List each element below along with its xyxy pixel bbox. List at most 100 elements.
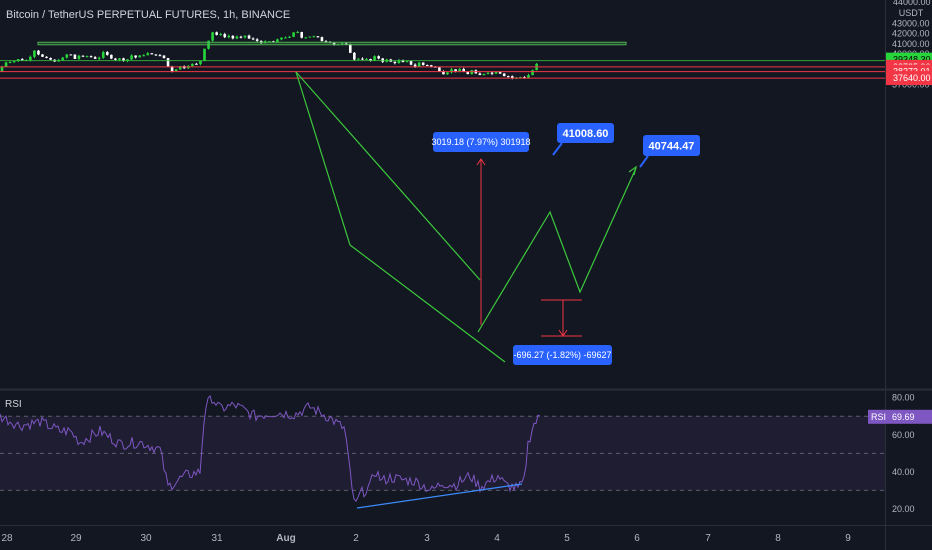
rsi-line: [0, 394, 541, 502]
candle-up: [77, 55, 81, 59]
candle-down: [361, 58, 364, 60]
candle-down: [324, 41, 328, 43]
price-axis[interactable]: 43000.0042000.0041000.0040000.0039000.00…: [886, 18, 932, 90]
candle-down: [110, 54, 113, 59]
candle-up: [482, 73, 486, 76]
measure-down-label-box: [513, 345, 612, 365]
projection-path: [477, 167, 637, 333]
candle-up: [527, 75, 530, 79]
candle-down: [49, 57, 52, 60]
candle-down: [93, 57, 97, 59]
candle-down: [154, 54, 158, 56]
channel-upper-line: [295, 71, 481, 281]
price-tick-label: 42000.00: [892, 29, 930, 39]
candle-down: [255, 39, 259, 41]
candle-down: [430, 65, 433, 67]
measure-up-label: 3019.18 (7.97%) 301918: [431, 137, 530, 147]
candle-up: [292, 32, 295, 37]
candle-down: [162, 55, 166, 59]
candle-up: [219, 34, 222, 36]
candle-down: [478, 73, 482, 76]
candle-down: [195, 63, 198, 65]
time-tick-label: 6: [634, 533, 640, 544]
measure-up-arrow: [476, 158, 486, 166]
projection-arrowhead: [628, 165, 637, 176]
candle-up: [178, 66, 182, 70]
resistance-zone: [37, 41, 627, 46]
time-axis[interactable]: 28 29 30 31 Aug 2 3 4 5 6 7 8 9: [1, 533, 851, 544]
rsi-value-tag: 69.69: [892, 412, 915, 422]
rsi-pane-label: RSI: [5, 399, 22, 410]
candle-down: [462, 69, 465, 73]
time-tick-label: 28: [1, 533, 13, 544]
target-label-2: 40744.47: [649, 140, 695, 152]
chart-drawings: 3019.18 (7.97%) 301918 -696.27 (-1.82%) -…: [0, 41, 885, 365]
top-axis-value: 44000.00: [893, 0, 931, 7]
candle-up: [199, 60, 202, 65]
candle-down: [344, 43, 348, 45]
candle-up: [146, 53, 150, 56]
candle-down: [502, 73, 506, 77]
rsi-name-tag-bg: [868, 409, 886, 424]
candle-down: [353, 52, 356, 60]
candle-up: [312, 36, 316, 38]
time-tick-label: 7: [705, 533, 711, 544]
candle-up: [417, 62, 421, 67]
candle-up: [288, 36, 291, 38]
rsi-pane: 80.00 60.00 40.00 20.00 RSI 69.69: [0, 393, 932, 514]
candle-up: [357, 58, 360, 60]
candle-down: [454, 69, 457, 72]
candle-down: [316, 36, 320, 38]
candle-down: [442, 71, 445, 75]
price-axis-unit: 44000.00 USDT: [893, 0, 931, 19]
candle-down: [231, 35, 235, 39]
candle-down: [425, 64, 429, 66]
candle-down: [81, 55, 85, 57]
candle-down: [69, 54, 73, 56]
candle-up: [227, 35, 231, 38]
candle-up: [0, 66, 4, 72]
candle-up: [203, 48, 206, 61]
target-label-2-box: [643, 135, 700, 156]
time-tick-label: 29: [70, 533, 82, 544]
candle-down: [73, 54, 77, 59]
candle-down: [215, 32, 218, 35]
price-tick-label: 41000.00: [892, 39, 930, 49]
candle-up: [142, 55, 146, 57]
candle-down: [251, 38, 255, 40]
price-tag-label: 37640.00: [893, 73, 931, 83]
candle-down: [247, 35, 251, 39]
candle-down: [401, 60, 405, 63]
rsi-tick-label: 80.00: [892, 393, 915, 403]
candle-up: [61, 57, 65, 61]
candle-up: [101, 52, 105, 58]
candle-up: [65, 54, 69, 58]
candle-up: [174, 69, 178, 72]
candle-up: [85, 56, 89, 58]
rsi-tick-label: 40.00: [892, 467, 915, 477]
candle-up: [280, 37, 283, 40]
candle-up: [118, 58, 121, 60]
time-tick-label: 4: [494, 533, 500, 544]
candle-down: [239, 36, 243, 38]
rsi-divergence-line: [356, 483, 523, 509]
candle-down: [409, 61, 413, 65]
candle-up: [340, 43, 344, 45]
channel-lower-line: [349, 244, 506, 363]
candle-down: [37, 50, 40, 55]
candle-down: [393, 61, 397, 64]
time-tick-label: 3: [424, 533, 430, 544]
price-tag-label: 39348.30: [893, 55, 931, 65]
candle-down: [369, 58, 372, 61]
candle-down: [349, 44, 352, 53]
candle-up: [268, 41, 271, 43]
candle-down: [223, 34, 227, 38]
candle-down: [41, 54, 44, 57]
candle-up: [126, 59, 129, 61]
candle-up: [470, 70, 474, 75]
candle-down: [170, 66, 174, 72]
candle-up: [33, 50, 36, 57]
time-tick-label: Aug: [276, 533, 295, 544]
